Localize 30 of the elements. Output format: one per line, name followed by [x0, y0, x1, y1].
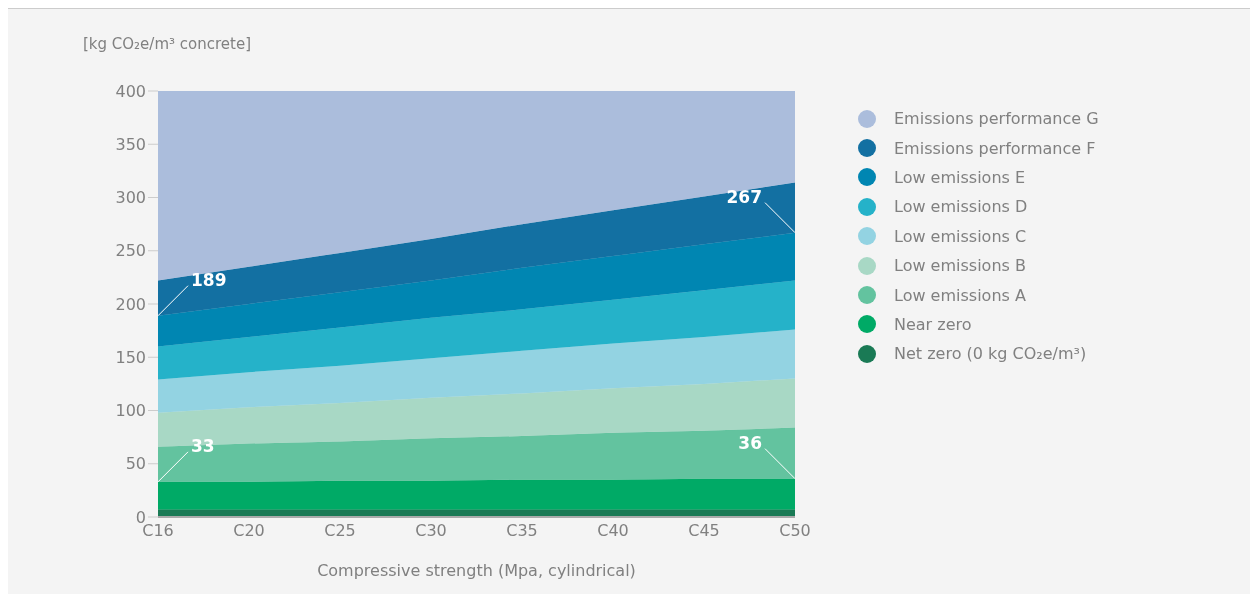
legend-label: Low emissions E	[894, 167, 1026, 187]
x-tick-label: C40	[597, 521, 629, 541]
y-tick-label: 100	[115, 401, 146, 421]
y-tick-label: 50	[125, 454, 146, 474]
legend-label: Emissions performance F	[894, 138, 1096, 158]
legend-label: Net zero (0 kg CO₂e/m³)	[894, 344, 1087, 364]
legend-label: Near zero	[894, 314, 972, 334]
y-axis-title: [kg CO₂e/m³ concrete]	[83, 35, 252, 53]
y-tick-label: 200	[115, 294, 146, 314]
x-tick-label: C20	[233, 521, 265, 541]
legend-label: Low emissions D	[894, 197, 1028, 217]
y-tick-label: 400	[115, 81, 146, 101]
annotation: 36	[738, 432, 762, 453]
y-tick-label: 250	[115, 241, 146, 261]
x-tick-label: C30	[415, 521, 447, 541]
x-tick-label: C25	[324, 521, 356, 541]
x-tick-label: C50	[779, 521, 811, 541]
legend-label: Low emissions C	[894, 226, 1027, 246]
x-tick-label: C35	[506, 521, 538, 541]
annotation: 33	[191, 435, 215, 456]
x-tick-label: C45	[688, 521, 720, 541]
legend-label: Emissions performance G	[894, 109, 1099, 129]
y-tick-label: 150	[115, 347, 146, 367]
legend-label: Low emissions B	[894, 256, 1026, 276]
annotation: 267	[726, 186, 762, 207]
annotation: 189	[191, 269, 227, 290]
y-tick-label: 350	[115, 134, 146, 154]
y-tick-label: 300	[115, 188, 146, 208]
legend-label: Low emissions A	[894, 285, 1026, 305]
x-axis-title: Compressive strength (Mpa, cylindrical)	[316, 561, 637, 580]
